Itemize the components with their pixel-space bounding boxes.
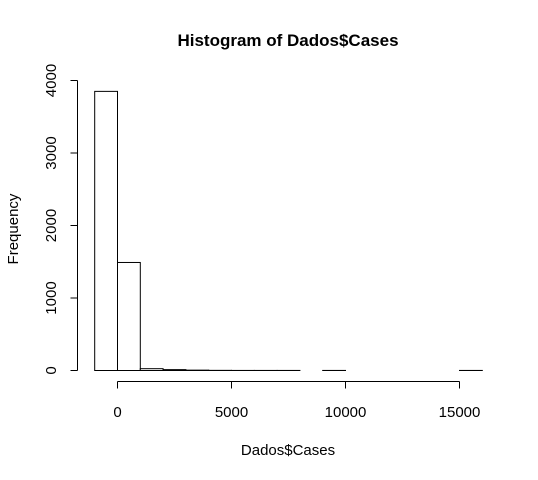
histogram-bar: [162, 369, 187, 372]
y-axis: 0 1000 2000 3000 4000: [43, 64, 78, 375]
chart-title: Histogram of Dados$Cases: [177, 31, 398, 50]
histogram-bar: [139, 368, 164, 371]
x-tick-label: 15000: [439, 404, 481, 421]
y-tick-label: 2000: [43, 209, 60, 242]
x-axis: 0 5000 10000 15000: [113, 381, 481, 421]
x-tick-label: 0: [113, 404, 121, 421]
bars-group: [94, 90, 483, 372]
x-tick-label: 10000: [325, 404, 367, 421]
histogram-bar: [94, 90, 118, 371]
y-axis-label: Frequency: [5, 193, 22, 264]
y-tick-label: 4000: [43, 64, 60, 97]
x-tick-label: 5000: [215, 404, 248, 421]
x-axis-label: Dados$Cases: [241, 442, 335, 459]
y-tick-label: 3000: [43, 136, 60, 169]
histogram-bar: [117, 261, 141, 372]
y-tick-label: 0: [43, 366, 60, 374]
y-tick-label: 1000: [43, 281, 60, 314]
